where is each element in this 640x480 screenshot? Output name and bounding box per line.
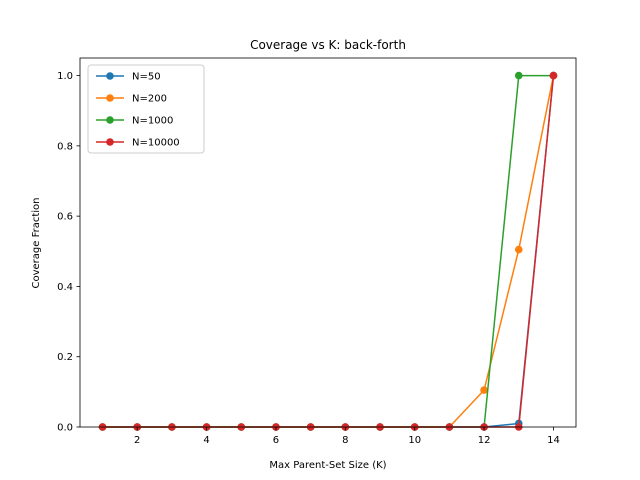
axis-ticks: 2 4 6 8 10 12 14 0.0 0.2 0.4 0.6 0.8 1.0 <box>57 71 560 446</box>
x-tick-label: 2 <box>134 435 140 446</box>
y-tick-label: 1.0 <box>57 71 73 82</box>
y-tick-label: 0.8 <box>57 141 73 152</box>
legend-label: N=1000 <box>132 116 173 127</box>
chart-title: Coverage vs K: back-forth <box>250 38 406 52</box>
legend: N=50 N=200 N=1000 N=10000 <box>87 64 205 154</box>
legend-label: N=10000 <box>132 138 180 149</box>
x-tick-label: 10 <box>408 435 421 446</box>
x-axis-label: Max Parent-Set Size (K) <box>269 460 386 471</box>
data-point-n10000 <box>549 71 558 80</box>
x-tick-label: 12 <box>478 435 491 446</box>
legend-marker <box>106 94 114 102</box>
y-axis-label: Coverage Fraction <box>31 197 42 288</box>
axes-frame <box>79 57 577 428</box>
legend-box <box>87 64 205 154</box>
data-point-n200 <box>480 386 488 394</box>
y-tick-label: 0.2 <box>57 352 73 363</box>
x-tick-label: 4 <box>203 435 209 446</box>
x-tick-label: 14 <box>547 435 560 446</box>
x-tick-label: 6 <box>273 435 279 446</box>
data-point-n1000 <box>514 71 523 80</box>
legend-marker <box>106 72 114 80</box>
y-tick-label: 0.4 <box>57 282 73 293</box>
y-tick-label: 0.0 <box>57 423 73 434</box>
legend-label: N=50 <box>132 72 161 83</box>
legend-label: N=200 <box>132 94 167 105</box>
legend-marker <box>106 138 114 146</box>
data-point-n200 <box>514 245 523 254</box>
x-tick-label: 8 <box>342 435 348 446</box>
legend-marker <box>106 116 114 124</box>
y-tick-label: 0.6 <box>57 212 73 223</box>
